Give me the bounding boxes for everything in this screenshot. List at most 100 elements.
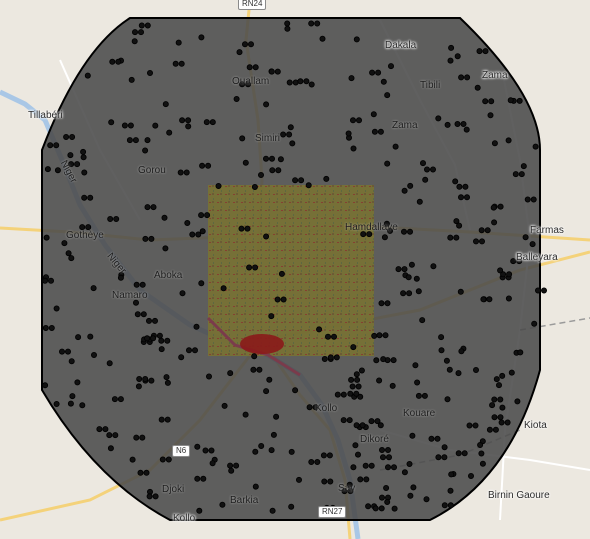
- sample-marker[interactable]: [372, 505, 379, 512]
- sample-marker[interactable]: [486, 296, 493, 303]
- sample-marker[interactable]: [467, 472, 474, 479]
- sample-marker[interactable]: [274, 296, 281, 303]
- sample-marker[interactable]: [412, 362, 419, 369]
- sample-marker[interactable]: [441, 502, 448, 509]
- sample-marker[interactable]: [456, 222, 463, 229]
- sample-marker[interactable]: [348, 75, 355, 82]
- sample-marker[interactable]: [323, 175, 330, 182]
- sample-marker[interactable]: [244, 225, 251, 232]
- sample-marker[interactable]: [520, 163, 527, 170]
- sample-marker[interactable]: [448, 471, 455, 478]
- sample-marker[interactable]: [263, 233, 270, 240]
- sample-marker[interactable]: [178, 60, 185, 67]
- sample-marker[interactable]: [102, 426, 109, 433]
- sample-marker[interactable]: [477, 441, 484, 448]
- sample-marker[interactable]: [305, 182, 312, 189]
- sample-marker[interactable]: [263, 388, 270, 395]
- sample-marker[interactable]: [435, 115, 442, 122]
- sample-marker[interactable]: [516, 258, 523, 265]
- sample-marker[interactable]: [164, 379, 171, 386]
- sample-marker[interactable]: [165, 456, 172, 463]
- sample-marker[interactable]: [68, 255, 75, 262]
- sample-marker[interactable]: [79, 402, 86, 409]
- sample-marker[interactable]: [48, 277, 55, 284]
- sample-marker[interactable]: [184, 219, 191, 226]
- sample-marker[interactable]: [106, 432, 113, 439]
- sample-marker[interactable]: [472, 422, 479, 429]
- sample-marker[interactable]: [456, 183, 463, 190]
- sample-marker[interactable]: [162, 101, 169, 108]
- sample-marker[interactable]: [350, 344, 357, 351]
- sample-marker[interactable]: [91, 351, 98, 358]
- sample-marker[interactable]: [464, 74, 471, 81]
- sample-marker[interactable]: [314, 20, 321, 27]
- sample-marker[interactable]: [185, 123, 192, 130]
- sample-marker[interactable]: [406, 460, 413, 467]
- sample-marker[interactable]: [308, 81, 315, 88]
- sample-marker[interactable]: [466, 422, 473, 429]
- sample-marker[interactable]: [495, 382, 502, 389]
- sample-marker[interactable]: [198, 280, 205, 287]
- sample-marker[interactable]: [358, 367, 365, 374]
- sample-marker[interactable]: [497, 414, 504, 421]
- sample-marker[interactable]: [107, 445, 114, 452]
- sample-marker[interactable]: [178, 354, 185, 361]
- sample-marker[interactable]: [493, 376, 500, 383]
- sample-marker[interactable]: [455, 370, 462, 377]
- sample-marker[interactable]: [139, 281, 146, 288]
- sample-marker[interactable]: [506, 271, 513, 278]
- sample-marker[interactable]: [378, 300, 385, 307]
- sample-marker[interactable]: [353, 422, 360, 429]
- sample-marker[interactable]: [380, 356, 387, 363]
- sample-marker[interactable]: [374, 418, 381, 425]
- sample-marker[interactable]: [53, 142, 60, 149]
- sample-marker[interactable]: [447, 57, 454, 64]
- sample-marker[interactable]: [415, 392, 422, 399]
- sample-marker[interactable]: [460, 121, 467, 128]
- sample-marker[interactable]: [128, 76, 135, 83]
- sample-marker[interactable]: [392, 143, 399, 150]
- sample-marker[interactable]: [447, 502, 454, 509]
- sample-marker[interactable]: [444, 121, 451, 128]
- sample-marker[interactable]: [42, 382, 49, 389]
- sample-marker[interactable]: [185, 117, 192, 124]
- sample-marker[interactable]: [353, 36, 360, 43]
- sample-marker[interactable]: [327, 354, 334, 361]
- sample-marker[interactable]: [53, 305, 60, 312]
- sample-marker[interactable]: [194, 443, 201, 450]
- sample-marker[interactable]: [416, 198, 423, 205]
- sample-marker[interactable]: [205, 162, 212, 169]
- sample-marker[interactable]: [179, 117, 186, 124]
- sample-marker[interactable]: [349, 117, 356, 124]
- sample-marker[interactable]: [360, 231, 367, 238]
- sample-marker[interactable]: [269, 167, 276, 174]
- sample-marker[interactable]: [286, 131, 293, 138]
- sample-marker[interactable]: [221, 402, 228, 409]
- sample-marker[interactable]: [81, 194, 88, 201]
- sample-marker[interactable]: [410, 484, 417, 491]
- sample-marker[interactable]: [458, 348, 465, 355]
- sample-marker[interactable]: [47, 142, 54, 149]
- sample-marker[interactable]: [413, 275, 420, 282]
- sample-marker[interactable]: [158, 346, 165, 353]
- sample-marker[interactable]: [241, 41, 248, 48]
- sample-marker[interactable]: [159, 456, 166, 463]
- sample-marker[interactable]: [514, 398, 521, 405]
- sample-marker[interactable]: [497, 396, 504, 403]
- sample-marker[interactable]: [196, 507, 203, 514]
- sample-marker[interactable]: [498, 419, 505, 426]
- sample-marker[interactable]: [458, 74, 465, 81]
- sample-marker[interactable]: [68, 358, 75, 365]
- sample-marker[interactable]: [378, 446, 385, 453]
- sample-marker[interactable]: [333, 354, 340, 361]
- sample-marker[interactable]: [275, 167, 282, 174]
- sample-marker[interactable]: [389, 382, 396, 389]
- sample-marker[interactable]: [448, 44, 455, 51]
- sample-marker[interactable]: [428, 435, 435, 442]
- sample-marker[interactable]: [166, 129, 173, 136]
- sample-marker[interactable]: [132, 137, 139, 144]
- sample-marker[interactable]: [270, 431, 277, 438]
- sample-marker[interactable]: [202, 447, 209, 454]
- sample-marker[interactable]: [391, 505, 398, 512]
